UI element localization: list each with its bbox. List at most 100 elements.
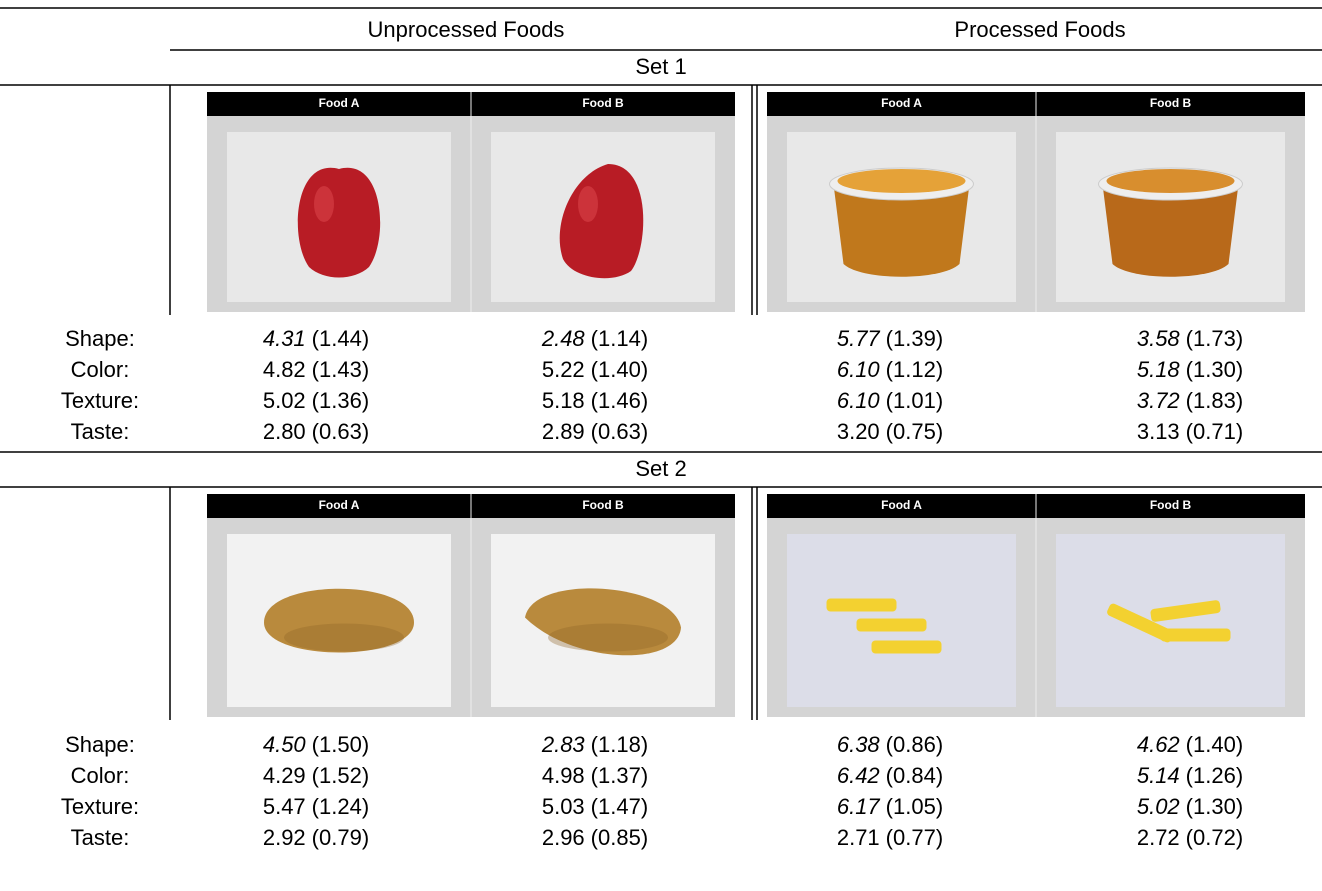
mean: 5.22 bbox=[542, 357, 585, 382]
cell: 3.58(1.73) bbox=[1137, 326, 1243, 351]
cell: 5.18(1.30) bbox=[1137, 357, 1243, 382]
cell: 2.80(0.63) bbox=[263, 419, 369, 444]
mean: 5.02 bbox=[263, 388, 306, 413]
cell: 4.98(1.37) bbox=[542, 763, 648, 788]
mean: 5.18 bbox=[542, 388, 585, 413]
mean: 4.31 bbox=[263, 326, 306, 351]
cell: 3.20(0.75) bbox=[837, 419, 943, 444]
cell: 2.48(1.14) bbox=[541, 326, 648, 351]
fry bbox=[1161, 629, 1231, 642]
cell: 2.92(0.79) bbox=[263, 825, 369, 850]
food-label: Food A bbox=[319, 96, 360, 110]
mean: 6.38 bbox=[837, 732, 881, 757]
sd: (1.44) bbox=[312, 326, 369, 351]
row-label: Color: bbox=[71, 763, 130, 788]
sd: (0.75) bbox=[886, 419, 943, 444]
photo bbox=[1056, 534, 1285, 707]
mean: 5.18 bbox=[1137, 357, 1181, 382]
mean: 3.72 bbox=[1137, 388, 1180, 413]
sd: (0.77) bbox=[886, 825, 943, 850]
cell: 5.02(1.36) bbox=[263, 388, 369, 413]
cell: 3.72(1.83) bbox=[1137, 388, 1243, 413]
mean: 2.92 bbox=[263, 825, 306, 850]
cell: 4.82(1.43) bbox=[263, 357, 369, 382]
cell: 2.71(0.77) bbox=[837, 825, 943, 850]
sd: (0.79) bbox=[312, 825, 369, 850]
sd: (1.36) bbox=[312, 388, 369, 413]
apple-shine bbox=[578, 186, 598, 222]
sd: (1.30) bbox=[1186, 357, 1243, 382]
food-label: Food B bbox=[1150, 96, 1192, 110]
cell: 2.72(0.72) bbox=[1137, 825, 1243, 850]
mean: 2.80 bbox=[263, 419, 306, 444]
sd: (1.43) bbox=[312, 357, 369, 382]
sd: (1.14) bbox=[591, 326, 648, 351]
cell: 5.22(1.40) bbox=[542, 357, 648, 382]
row-label: Color: bbox=[71, 357, 130, 382]
sd: (1.40) bbox=[591, 357, 648, 382]
sd: (1.73) bbox=[1186, 326, 1243, 351]
cell: 4.50(1.50) bbox=[263, 732, 369, 757]
mean: 3.20 bbox=[837, 419, 880, 444]
food-label: Food A bbox=[881, 96, 922, 110]
sd: (1.01) bbox=[886, 388, 943, 413]
apple bbox=[298, 168, 380, 278]
sd: (1.39) bbox=[886, 326, 943, 351]
row-label: Texture: bbox=[61, 794, 139, 819]
sd: (0.85) bbox=[591, 825, 648, 850]
sd: (1.24) bbox=[312, 794, 369, 819]
mean: 2.48 bbox=[541, 326, 586, 351]
mean: 6.17 bbox=[837, 794, 881, 819]
apple-shine bbox=[314, 186, 334, 222]
sd: (1.37) bbox=[591, 763, 648, 788]
sauce-top bbox=[1107, 169, 1235, 193]
mean: 4.50 bbox=[263, 732, 307, 757]
cell: 6.10(1.12) bbox=[837, 357, 943, 382]
sd: (1.47) bbox=[591, 794, 648, 819]
potato-shade bbox=[548, 624, 668, 652]
mean: 5.14 bbox=[1137, 763, 1180, 788]
sd: (0.72) bbox=[1186, 825, 1243, 850]
mean: 5.47 bbox=[263, 794, 306, 819]
food-label: Food B bbox=[582, 498, 624, 512]
cell: 6.10(1.01) bbox=[837, 388, 943, 413]
mean: 4.29 bbox=[263, 763, 306, 788]
table: Unprocessed Foods Processed Foods Set 1F… bbox=[0, 0, 1322, 891]
food-label: Food A bbox=[319, 498, 360, 512]
cell: 6.42(0.84) bbox=[837, 763, 943, 788]
mean: 2.89 bbox=[542, 419, 585, 444]
mean: 5.77 bbox=[837, 326, 881, 351]
sauce-top bbox=[838, 169, 966, 193]
mean: 6.42 bbox=[837, 763, 880, 788]
mean: 4.82 bbox=[263, 357, 306, 382]
mean: 3.58 bbox=[1137, 326, 1181, 351]
column-header: Processed Foods bbox=[954, 17, 1125, 42]
mean: 3.13 bbox=[1137, 419, 1180, 444]
mean: 6.10 bbox=[837, 357, 881, 382]
sd: (1.12) bbox=[886, 357, 943, 382]
cell: 5.77(1.39) bbox=[837, 326, 943, 351]
sd: (1.50) bbox=[312, 732, 369, 757]
mean: 2.71 bbox=[837, 825, 880, 850]
sd: (0.84) bbox=[886, 763, 943, 788]
sd: (1.18) bbox=[591, 732, 648, 757]
food-label: Food B bbox=[582, 96, 624, 110]
mean: 6.10 bbox=[837, 388, 881, 413]
cell: 4.29(1.52) bbox=[263, 763, 369, 788]
fry bbox=[872, 641, 942, 654]
mean: 5.03 bbox=[542, 794, 585, 819]
set-title: Set 2 bbox=[635, 456, 686, 481]
sd: (0.63) bbox=[312, 419, 369, 444]
mean: 5.02 bbox=[1137, 794, 1180, 819]
fry bbox=[857, 619, 927, 632]
cell: 2.83(1.18) bbox=[541, 732, 648, 757]
cell: 2.89(0.63) bbox=[542, 419, 648, 444]
potato-shade bbox=[284, 624, 404, 652]
column-header: Unprocessed Foods bbox=[368, 17, 565, 42]
mean: 4.98 bbox=[542, 763, 585, 788]
cell: 5.03(1.47) bbox=[542, 794, 648, 819]
mean: 4.62 bbox=[1137, 732, 1180, 757]
row-label: Shape: bbox=[65, 326, 135, 351]
sd: (1.52) bbox=[312, 763, 369, 788]
cell: 5.14(1.26) bbox=[1137, 763, 1243, 788]
